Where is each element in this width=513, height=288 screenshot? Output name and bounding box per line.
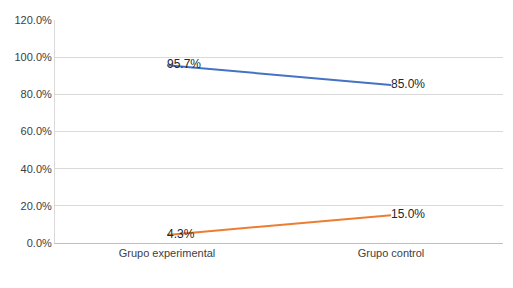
- svg-text:20.0%: 20.0%: [21, 200, 52, 212]
- svg-text:40.0%: 40.0%: [21, 163, 52, 175]
- svg-text:100.0%: 100.0%: [14, 51, 52, 63]
- svg-text:Grupo experimental: Grupo experimental: [119, 247, 216, 259]
- svg-text:Grupo control: Grupo control: [358, 247, 425, 259]
- svg-text:120.0%: 120.0%: [14, 14, 52, 26]
- svg-text:95.7%: 95.7%: [167, 57, 201, 71]
- svg-text:80.0%: 80.0%: [21, 88, 52, 100]
- svg-text:15.0%: 15.0%: [391, 207, 425, 221]
- svg-text:85.0%: 85.0%: [391, 77, 425, 91]
- svg-text:0.0%: 0.0%: [27, 237, 52, 249]
- svg-text:4.3%: 4.3%: [167, 227, 195, 241]
- svg-text:60.0%: 60.0%: [21, 125, 52, 137]
